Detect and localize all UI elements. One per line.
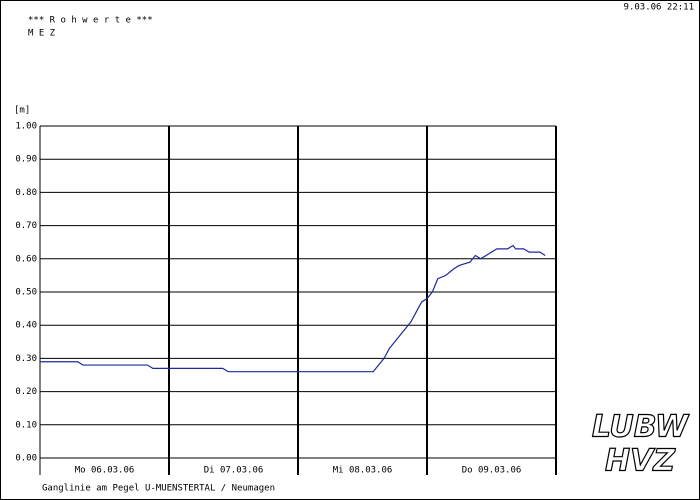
subtitle: M E Z [28,29,56,39]
logo: LUBW [592,410,690,445]
timestamp: 9.03.06 22:11 [624,3,694,13]
x-tick-label: Do 09.03.06 [462,466,522,476]
y-tick-label: 0.00 [15,454,37,464]
y-axis-label: [m] [14,106,30,116]
y-tick-label: 0.60 [15,254,37,264]
x-tick-label: Di 07.03.06 [204,466,264,476]
y-tick-label: 0.90 [15,155,37,165]
y-tick-label: 0.80 [15,188,37,198]
y-tick-label: 0.20 [15,387,37,397]
y-tick-label: 0.40 [15,321,37,331]
chart-title: *** R o h w e r t e *** [28,16,153,26]
y-tick-label: 0.10 [15,420,37,430]
logo: HVZ [605,444,676,479]
y-tick-label: 0.70 [15,221,37,231]
y-tick-label: 0.50 [15,288,37,298]
y-tick-label: 1.00 [15,122,37,132]
x-tick-label: Mo 06.03.06 [75,466,135,476]
footer: Ganglinie am Pegel U-MUENSTERTAL / Neuma… [42,484,275,494]
y-tick-label: 0.30 [15,354,37,364]
x-tick-label: Mi 08.03.06 [333,466,393,476]
line-series [40,244,546,373]
